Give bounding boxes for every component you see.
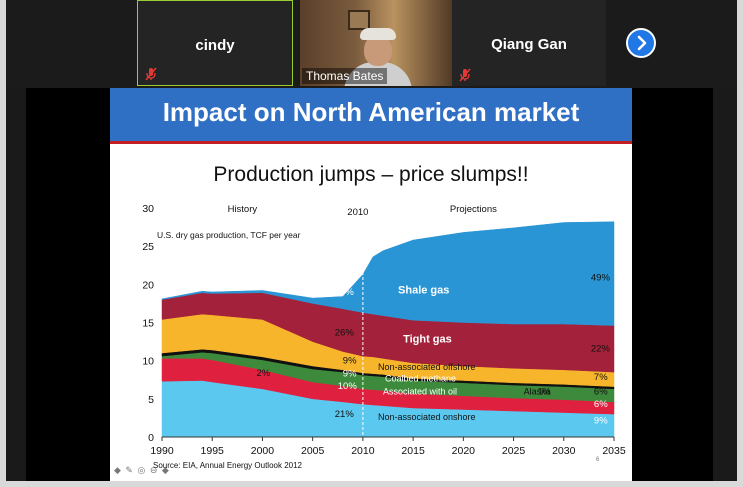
share-label: 9% xyxy=(343,356,357,367)
window-frame-left xyxy=(0,0,6,487)
share-label: 22% xyxy=(591,344,611,355)
x-tick-label: 2005 xyxy=(301,445,325,457)
series-area-shale-gas xyxy=(161,221,615,326)
series-label: Alaska xyxy=(524,386,551,396)
share-label: 6% xyxy=(594,386,608,397)
share-label: 2% xyxy=(256,368,270,379)
microphone-muted-icon xyxy=(459,68,471,82)
window-frame-right xyxy=(737,0,743,487)
share-label: 9% xyxy=(594,415,608,426)
series-label: 1% xyxy=(538,386,551,396)
y-tick-label: 5 xyxy=(148,394,154,406)
microphone-muted-icon xyxy=(145,67,157,81)
x-tick-label: 1995 xyxy=(201,445,225,457)
series-label: Coalbed methane xyxy=(385,373,456,383)
y-axis-title: U.S. dry gas production, TCF per year xyxy=(157,230,301,240)
share-label: 21% xyxy=(335,409,355,420)
series-label: Non-associated onshore xyxy=(378,412,476,422)
share-label: 26% xyxy=(335,327,355,338)
participant-tile-qiang-gan[interactable]: Qiang Gan xyxy=(452,0,606,86)
chart-title: Production jumps – price slumps!! xyxy=(213,163,529,186)
x-tick-label: 2025 xyxy=(502,445,526,457)
y-tick-label: 30 xyxy=(142,203,154,215)
wall-picture xyxy=(348,10,370,30)
window-frame-bottom xyxy=(0,481,743,487)
y-tick-label: 25 xyxy=(142,241,154,253)
x-tick-label: 2030 xyxy=(552,445,576,457)
series-label: Non-associated offshore xyxy=(378,362,475,372)
x-tick-label: 2020 xyxy=(452,445,476,457)
period-label-projections: Projections xyxy=(450,204,497,215)
x-tick-label: 1990 xyxy=(150,445,174,457)
period-label-history: History xyxy=(228,204,258,215)
x-tick-label: 2015 xyxy=(401,445,425,457)
x-tick-label: 2010 xyxy=(351,445,375,457)
participant-tile-cindy[interactable]: cindy xyxy=(137,0,293,86)
participant-strip: cindy Thomas Bates Qiang Gan xyxy=(6,0,737,88)
share-label: 23% xyxy=(335,287,355,298)
y-tick-label: 0 xyxy=(148,432,154,444)
slide-nav-icons[interactable]: ◆ ✎ ◎ ⊖ ◆ xyxy=(114,465,170,475)
chart-source: Source: EIA, Annual Energy Outlook 2012 xyxy=(153,461,302,470)
period-label-2010: 2010 xyxy=(347,207,368,218)
slide-number: 6 xyxy=(596,457,600,463)
participant-name: Qiang Gan xyxy=(491,36,567,53)
y-tick-label: 15 xyxy=(142,318,154,330)
series-label: Shale gas xyxy=(398,284,449,296)
chevron-right-icon xyxy=(637,35,647,51)
participant-name: cindy xyxy=(195,37,235,54)
share-label: 6% xyxy=(594,399,608,410)
share-label: 7% xyxy=(594,372,608,383)
series-label: Associated with oil xyxy=(383,386,457,396)
share-label: 9% xyxy=(343,369,357,380)
presentation-slide: Impact on North American market Producti… xyxy=(110,88,632,481)
slide-header: Impact on North American market xyxy=(110,88,632,144)
participant-video-thomas-bates[interactable]: Thomas Bates xyxy=(300,0,456,86)
next-participants-button[interactable] xyxy=(626,28,656,58)
series-label: Tight gas xyxy=(403,333,452,345)
y-tick-label: 10 xyxy=(142,356,154,368)
share-label: 10% xyxy=(338,381,358,392)
x-tick-label: 2035 xyxy=(602,445,626,457)
y-tick-label: 20 xyxy=(142,279,154,291)
x-tick-label: 2000 xyxy=(251,445,275,457)
slide-title: Impact on North American market xyxy=(162,97,580,127)
participant-name: Thomas Bates xyxy=(302,68,388,84)
share-label: 49% xyxy=(591,273,611,284)
